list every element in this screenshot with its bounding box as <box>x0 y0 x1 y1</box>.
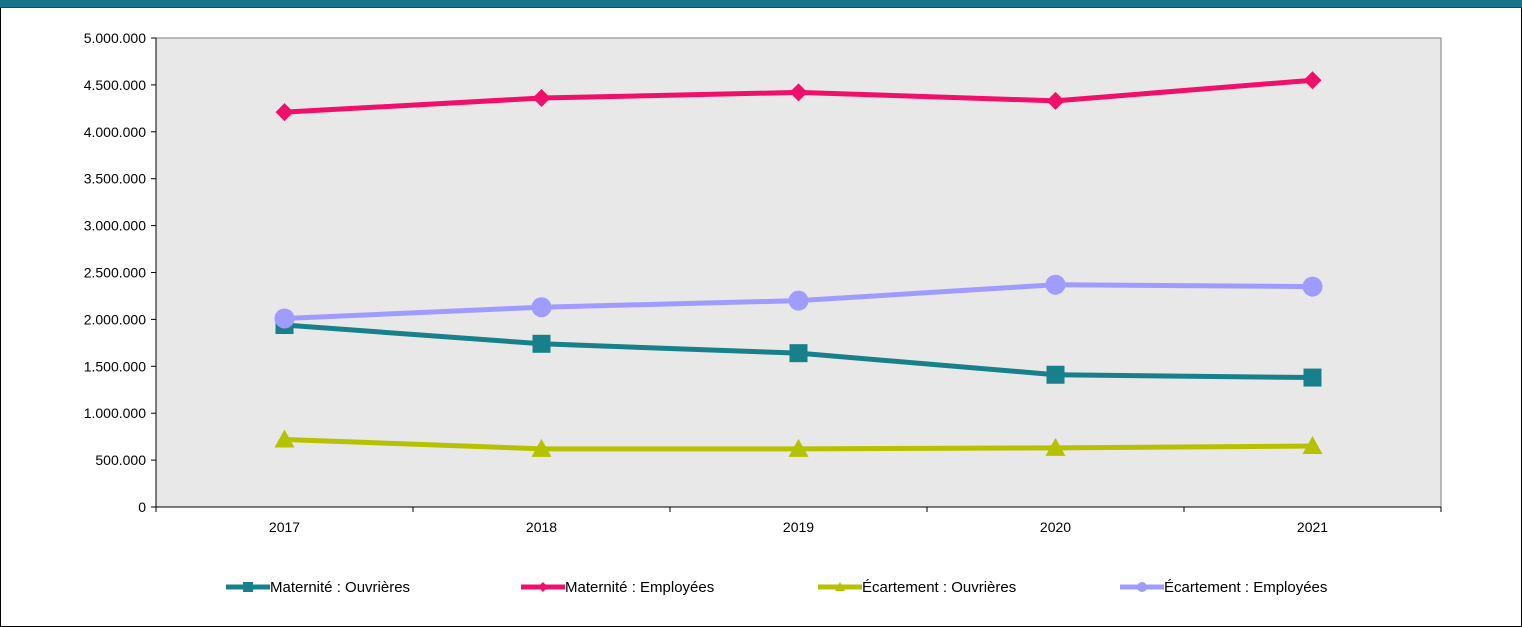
title-band <box>0 0 1522 8</box>
series-layer <box>274 71 1323 457</box>
data-point <box>789 83 808 102</box>
y-tick-label: 500.000 <box>95 452 146 468</box>
x-tick-label: 2020 <box>1040 519 1071 535</box>
legend-item: Écartement : Ouvrières <box>818 574 1016 600</box>
data-point <box>1045 437 1066 456</box>
data-point <box>1046 91 1065 110</box>
legend-marker <box>835 582 845 591</box>
y-tick-label: 3.000.000 <box>84 218 146 234</box>
y-tick-label: 2.500.000 <box>84 265 146 281</box>
legend-swatch <box>226 582 270 592</box>
legend-label: Écartement : Employées <box>1164 578 1328 596</box>
data-point <box>532 334 551 353</box>
data-point <box>274 429 295 448</box>
y-tick-label: 3.500.000 <box>84 171 146 187</box>
data-point <box>531 438 552 457</box>
series-4 <box>274 274 1323 329</box>
data-point <box>788 438 809 457</box>
legend-marker <box>538 582 548 592</box>
x-tick-label: 2017 <box>269 519 300 535</box>
y-tick-label: 1.000.000 <box>84 405 146 421</box>
data-point <box>789 344 808 363</box>
data-point <box>531 297 552 318</box>
legend-item: Maternité : Ouvrières <box>226 574 410 600</box>
legend-swatch <box>1120 582 1164 592</box>
x-tick-label: 2019 <box>783 519 814 535</box>
legend-label: Maternité : Ouvrières <box>270 578 411 596</box>
x-tick-label: 2021 <box>1297 519 1328 535</box>
legend: Maternité : Ouvrières Maternité : Employé… <box>0 574 1522 600</box>
data-point <box>275 103 294 122</box>
data-point <box>1302 436 1323 455</box>
series-1 <box>275 316 1322 387</box>
legend-item: Maternité : Employées <box>521 574 714 600</box>
series-3 <box>274 429 1323 457</box>
legend-marker <box>1137 582 1147 592</box>
legend-swatch <box>818 582 862 591</box>
legend-label: Écartement : Ouvrières <box>862 578 1017 596</box>
axes: 0 500.000 1.000.000 1.500.000 2.000.000 2.500… <box>84 30 1442 535</box>
y-tick-label: 0 <box>138 499 146 515</box>
plot-area <box>155 37 1442 508</box>
data-point <box>1302 276 1323 297</box>
legend-swatch <box>521 582 565 592</box>
data-point <box>274 308 295 329</box>
data-point <box>1303 368 1322 387</box>
data-point <box>532 89 551 108</box>
data-point <box>1045 274 1066 295</box>
legend-item: Écartement : Employées <box>1120 574 1327 600</box>
y-tick-label: 5.000.000 <box>84 30 146 46</box>
y-tick-label: 4.000.000 <box>84 124 146 140</box>
y-tick-label: 1.500.000 <box>84 358 146 374</box>
x-tick-label: 2018 <box>526 519 557 535</box>
data-point <box>788 290 809 311</box>
series-2 <box>275 71 1322 122</box>
legend-label: Maternité : Employées <box>565 578 715 596</box>
y-tick-label: 4.500.000 <box>84 77 146 93</box>
data-point <box>1046 365 1065 384</box>
legend-marker <box>243 582 253 592</box>
y-tick-label: 2.000.000 <box>84 311 146 327</box>
data-point <box>1303 71 1322 90</box>
